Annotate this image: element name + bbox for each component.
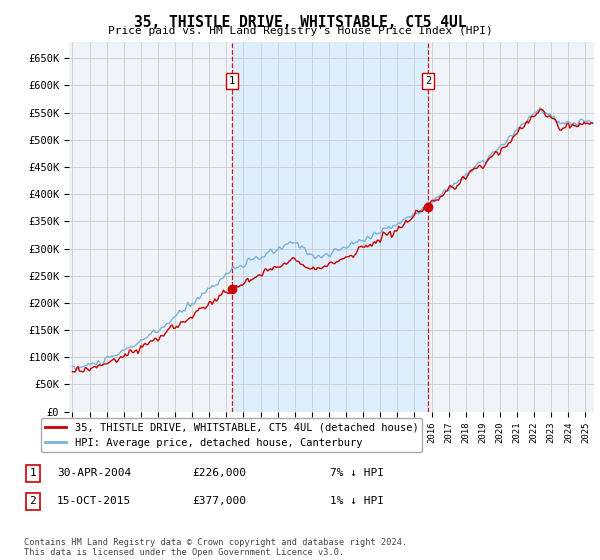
Text: 1: 1 bbox=[229, 76, 235, 86]
Legend: 35, THISTLE DRIVE, WHITSTABLE, CT5 4UL (detached house), HPI: Average price, det: 35, THISTLE DRIVE, WHITSTABLE, CT5 4UL (… bbox=[41, 418, 422, 452]
Text: 15-OCT-2015: 15-OCT-2015 bbox=[57, 496, 131, 506]
Text: 30-APR-2004: 30-APR-2004 bbox=[57, 468, 131, 478]
Text: £226,000: £226,000 bbox=[192, 468, 246, 478]
Bar bbox=[232, 42, 428, 412]
Text: 2: 2 bbox=[29, 496, 37, 506]
Text: Contains HM Land Registry data © Crown copyright and database right 2024.
This d: Contains HM Land Registry data © Crown c… bbox=[24, 538, 407, 557]
Text: Price paid vs. HM Land Registry's House Price Index (HPI): Price paid vs. HM Land Registry's House … bbox=[107, 26, 493, 36]
Text: 35, THISTLE DRIVE, WHITSTABLE, CT5 4UL: 35, THISTLE DRIVE, WHITSTABLE, CT5 4UL bbox=[134, 15, 466, 30]
Text: 1% ↓ HPI: 1% ↓ HPI bbox=[330, 496, 384, 506]
Text: 2: 2 bbox=[425, 76, 431, 86]
Text: £377,000: £377,000 bbox=[192, 496, 246, 506]
Text: 1: 1 bbox=[29, 468, 37, 478]
Text: 7% ↓ HPI: 7% ↓ HPI bbox=[330, 468, 384, 478]
